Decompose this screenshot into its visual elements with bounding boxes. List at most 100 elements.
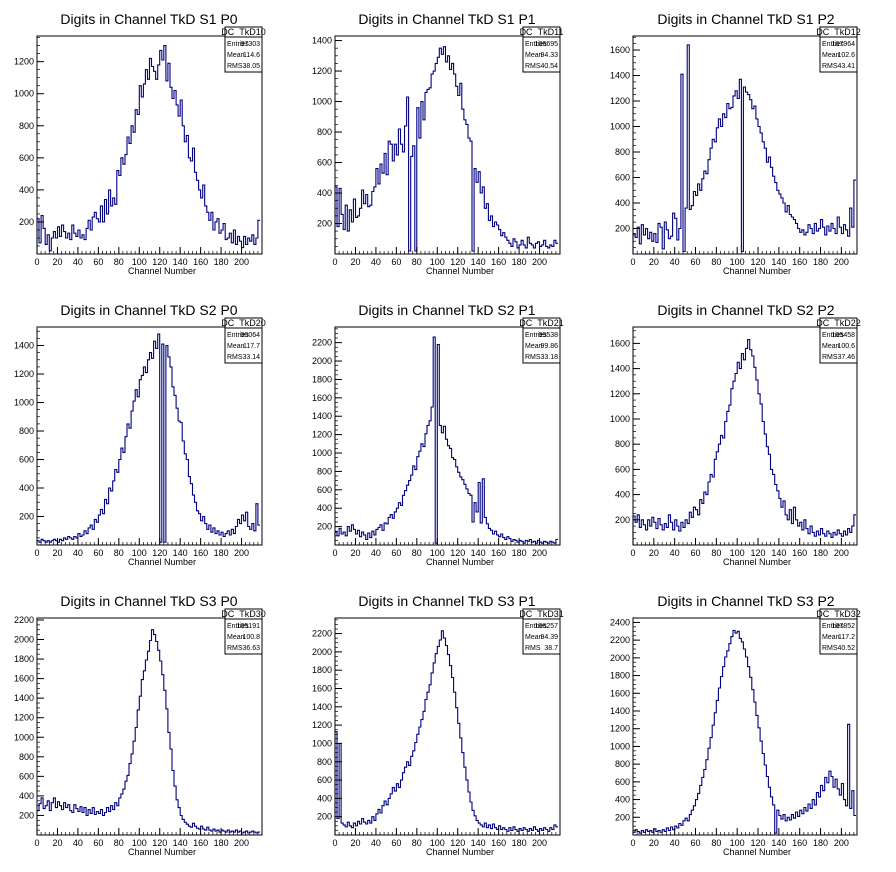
histogram-panel-3: Digits in Channel TkD S2 P02004006008001… xyxy=(14,302,266,567)
x-tick-label: 0 xyxy=(34,838,39,848)
stats-label: Mean xyxy=(227,634,245,641)
stats-label: RMS xyxy=(525,63,541,70)
x-tick-label: 160 xyxy=(193,838,208,848)
x-tick-label: 20 xyxy=(649,257,659,267)
histogram-panel-0: Digits in Channel TkD S1 P02004006008001… xyxy=(14,11,266,276)
stats-value: 43.41 xyxy=(837,63,855,70)
stats-value: 36.63 xyxy=(242,645,260,652)
y-tick-label: 1200 xyxy=(610,724,630,734)
y-tick-label: 200 xyxy=(317,522,332,532)
y-tick-label: 400 xyxy=(615,490,630,500)
y-tick-label: 1000 xyxy=(14,398,34,408)
x-tick-label: 40 xyxy=(371,838,381,848)
x-tick-label: 20 xyxy=(649,548,659,558)
y-tick-label: 1400 xyxy=(312,702,332,712)
stats-value: 105458 xyxy=(832,332,855,339)
x-tick-label: 80 xyxy=(114,838,124,848)
x-axis-label: Channel Number xyxy=(723,557,791,567)
x-tick-label: 200 xyxy=(834,548,849,558)
x-tick-label: 120 xyxy=(751,838,766,848)
x-axis-label: Channel Number xyxy=(128,266,196,276)
y-tick-label: 1600 xyxy=(610,338,630,348)
y-tick-label: 200 xyxy=(317,812,332,822)
chart-title: Digits in Channel TkD S3 P0 xyxy=(60,593,237,609)
plot-frame xyxy=(632,35,858,255)
x-tick-label: 120 xyxy=(152,548,167,558)
y-tick-label: 400 xyxy=(317,793,332,803)
stats-value: 105191 xyxy=(237,623,260,630)
x-tick-label: 0 xyxy=(332,838,337,848)
y-tick-label: 1600 xyxy=(312,684,332,694)
stats-label: Entries xyxy=(525,623,547,630)
histogram-series xyxy=(36,629,260,835)
y-tick-label: 1800 xyxy=(312,665,332,675)
x-tick-label: 120 xyxy=(152,838,167,848)
plot-frame xyxy=(36,326,263,546)
y-tick-label: 1000 xyxy=(312,97,332,107)
stats-label: Mean xyxy=(227,52,245,59)
stats-value: 117.2 xyxy=(838,634,855,641)
stats-label: Entries xyxy=(822,41,844,48)
y-tick-label: 1200 xyxy=(610,96,630,106)
plot-frame xyxy=(632,617,858,836)
y-tick-label: 1800 xyxy=(610,671,630,681)
y-tick-label: 200 xyxy=(615,812,630,822)
stats-value: 97303 xyxy=(241,41,261,48)
x-tick-label: 40 xyxy=(73,257,83,267)
x-tick-label: 120 xyxy=(152,257,167,267)
y-tick-label: 2200 xyxy=(14,615,34,625)
histogram-panel-7: Digits in Channel TkD S3 P12004006008001… xyxy=(312,593,564,857)
histogram-series xyxy=(334,46,558,254)
x-tick-label: 20 xyxy=(52,257,62,267)
x-tick-label: 180 xyxy=(214,257,229,267)
stats-value: 40.54 xyxy=(540,63,558,70)
stats-value: 107964 xyxy=(832,41,855,48)
y-tick-label: 400 xyxy=(615,795,630,805)
x-tick-label: 100 xyxy=(132,548,147,558)
chart-title: Digits in Channel TkD S3 P2 xyxy=(657,593,834,609)
x-tick-label: 20 xyxy=(350,548,360,558)
stats-name: DC_TkD20 xyxy=(221,318,266,328)
y-tick-label: 1000 xyxy=(312,738,332,748)
x-tick-label: 80 xyxy=(711,548,721,558)
y-tick-label: 1200 xyxy=(14,713,34,723)
stats-value: 114.6 xyxy=(243,52,260,59)
x-tick-label: 140 xyxy=(471,257,486,267)
x-tick-label: 100 xyxy=(430,838,445,848)
stats-value: 38.05 xyxy=(242,63,260,70)
x-tick-label: 180 xyxy=(512,257,527,267)
x-tick-label: 20 xyxy=(350,257,360,267)
x-tick-label: 160 xyxy=(792,548,807,558)
y-tick-label: 1000 xyxy=(14,732,34,742)
y-tick-label: 1000 xyxy=(610,122,630,132)
x-tick-label: 40 xyxy=(371,257,381,267)
x-tick-label: 60 xyxy=(391,548,401,558)
x-tick-label: 140 xyxy=(771,838,786,848)
x-tick-label: 20 xyxy=(52,548,62,558)
stats-name: DC_TkD32 xyxy=(816,609,861,619)
x-tick-label: 20 xyxy=(350,838,360,848)
y-tick-label: 1400 xyxy=(312,36,332,46)
stats-label: Mean xyxy=(822,52,840,59)
x-tick-label: 160 xyxy=(792,838,807,848)
y-tick-label: 1400 xyxy=(14,693,34,703)
histogram-series xyxy=(632,44,856,254)
x-tick-label: 160 xyxy=(193,257,208,267)
x-tick-label: 200 xyxy=(532,838,547,848)
chart-title: Digits in Channel TkD S1 P0 xyxy=(60,11,237,27)
y-tick-label: 1200 xyxy=(312,430,332,440)
y-tick-label: 2000 xyxy=(610,653,630,663)
stats-name: DC_TkD30 xyxy=(221,609,266,619)
y-tick-label: 2000 xyxy=(312,647,332,657)
stats-label: RMS xyxy=(227,645,243,652)
y-tick-label: 1400 xyxy=(312,411,332,421)
y-tick-label: 1200 xyxy=(312,66,332,76)
stats-box xyxy=(224,317,263,364)
x-tick-label: 80 xyxy=(711,257,721,267)
y-tick-label: 1400 xyxy=(610,71,630,81)
y-tick-label: 800 xyxy=(317,757,332,767)
histogram-panel-1: Digits in Channel TkD S1 P12004006008001… xyxy=(312,11,563,276)
x-tick-label: 200 xyxy=(532,257,547,267)
x-tick-label: 140 xyxy=(173,257,188,267)
x-axis-label: Channel Number xyxy=(128,847,196,857)
